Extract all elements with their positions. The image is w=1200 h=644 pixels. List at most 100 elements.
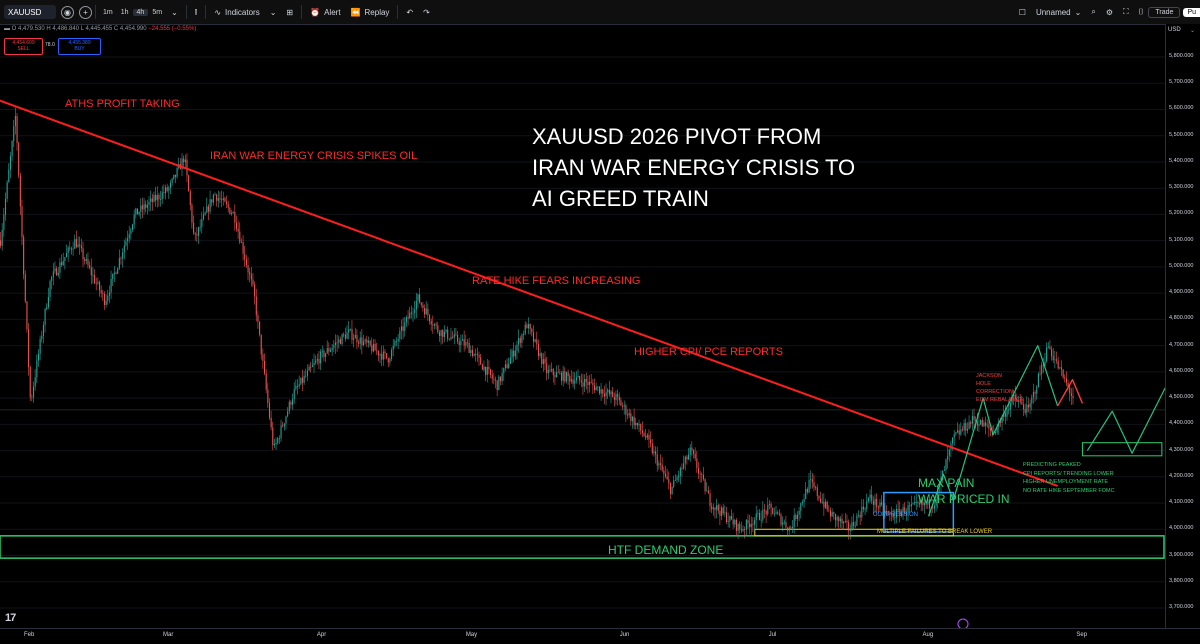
candle-body bbox=[582, 382, 584, 387]
layout-menu[interactable]: Unnamed ⌄ bbox=[1031, 0, 1086, 24]
timeframe-5m[interactable]: 5m bbox=[152, 8, 163, 16]
candle-body bbox=[518, 338, 520, 345]
candle-body bbox=[488, 366, 490, 370]
candle-body bbox=[955, 432, 957, 435]
candle-body bbox=[270, 417, 272, 428]
search-icon[interactable]: ⌕ bbox=[1091, 7, 1096, 16]
checkbox-icon[interactable]: ☐ bbox=[1018, 7, 1026, 17]
candle-body bbox=[189, 191, 191, 206]
candle-body bbox=[171, 178, 173, 183]
candle-body bbox=[310, 366, 312, 368]
symbol-search[interactable]: XAUUSD bbox=[4, 5, 56, 19]
candle-body bbox=[610, 391, 612, 395]
candle-body bbox=[1036, 387, 1038, 394]
replay-button[interactable]: ⏪ Replay bbox=[346, 0, 395, 24]
candle-body bbox=[448, 338, 450, 340]
price-tick: 5,000.000 bbox=[1169, 262, 1194, 269]
camera-icon[interactable]: ⌷ bbox=[1138, 7, 1144, 16]
chevron-down-icon[interactable]: ⌄ bbox=[1190, 28, 1196, 34]
candle-body bbox=[749, 523, 751, 528]
candle-body bbox=[23, 237, 25, 275]
candle-body bbox=[29, 367, 31, 398]
candle-body bbox=[526, 324, 528, 329]
buy-button[interactable]: 4,455.389 BUY bbox=[58, 38, 101, 55]
candle-body bbox=[239, 231, 241, 243]
indicators-button[interactable]: ∿ Indicators bbox=[209, 0, 264, 24]
candle-body bbox=[198, 227, 200, 236]
bar-style-icon[interactable]: ⫾ bbox=[194, 7, 198, 16]
trade-button[interactable]: Trade bbox=[1148, 6, 1181, 18]
label-jackson: JACKSON HOLE CORRECTION EOM REBALANCE bbox=[976, 372, 1023, 404]
candle-body bbox=[315, 360, 317, 363]
redo-icon[interactable]: ↷ bbox=[423, 7, 430, 17]
candle-body bbox=[985, 422, 987, 426]
candle-body bbox=[869, 494, 871, 499]
candle-body bbox=[224, 198, 226, 202]
candle-body bbox=[103, 293, 106, 305]
candle-body bbox=[655, 451, 657, 455]
fullscreen-icon[interactable]: ⛶ bbox=[1122, 7, 1129, 16]
jackson-line-4: EOM REBALANCE bbox=[976, 397, 1024, 403]
candle-body bbox=[945, 459, 947, 471]
plus-icon[interactable]: + bbox=[79, 5, 92, 19]
price-tick: 3,900.000 bbox=[1169, 551, 1194, 558]
time-axis[interactable] bbox=[0, 628, 1200, 644]
price-chart[interactable] bbox=[0, 24, 1165, 628]
chevron-down-icon[interactable]: ⌄ bbox=[171, 7, 178, 17]
eye-icon[interactable]: ◉ bbox=[61, 5, 74, 19]
candle-body bbox=[821, 501, 823, 503]
candle-body bbox=[155, 194, 157, 201]
candle-body bbox=[1057, 360, 1059, 369]
publish-button[interactable]: Pu bbox=[1183, 7, 1200, 17]
candle-body bbox=[1008, 409, 1010, 411]
candle-body bbox=[399, 330, 401, 340]
chevron-down-icon[interactable]: ⌄ bbox=[269, 7, 277, 17]
candle-body bbox=[829, 510, 832, 517]
candle-body bbox=[69, 247, 71, 249]
sell-button[interactable]: 4,454.609 SELL bbox=[4, 38, 43, 55]
settings-icon[interactable]: ⚙ bbox=[1105, 7, 1113, 17]
candle-body bbox=[1013, 394, 1015, 397]
candle-body bbox=[907, 505, 909, 513]
candle-body bbox=[542, 359, 544, 365]
candle-body bbox=[1046, 347, 1048, 362]
candle-body bbox=[666, 476, 668, 480]
title-line-2: IRAN WAR ENERGY CRISIS TO bbox=[532, 155, 856, 180]
label-demand-zone: HTF DEMAND ZONE bbox=[608, 543, 724, 557]
htf-demand-zone bbox=[0, 535, 1165, 559]
timeframe-1m[interactable]: 1m bbox=[103, 8, 113, 16]
timeframe-1h[interactable]: 1h bbox=[120, 8, 129, 16]
candle-body bbox=[551, 369, 553, 371]
candle-body bbox=[862, 506, 865, 510]
candle-body bbox=[457, 334, 459, 342]
candle-body bbox=[14, 116, 16, 127]
timeframe-4h[interactable]: 4h bbox=[132, 8, 149, 16]
candle-body bbox=[272, 427, 274, 446]
currency-label[interactable]: USD bbox=[1168, 27, 1181, 33]
undo-icon[interactable]: ↶ bbox=[406, 7, 414, 17]
candle-body bbox=[981, 419, 983, 427]
candle-body bbox=[379, 354, 381, 356]
candle-body bbox=[513, 350, 515, 357]
price-axis[interactable] bbox=[1165, 24, 1200, 628]
candle-body bbox=[1031, 397, 1033, 404]
price-tick: 5,800.000 bbox=[1169, 53, 1194, 59]
candle-body bbox=[301, 377, 304, 383]
candle-body bbox=[598, 386, 601, 394]
candle-body bbox=[407, 317, 409, 319]
candle-body bbox=[561, 372, 563, 381]
candle-body bbox=[778, 513, 780, 515]
candle-body bbox=[288, 401, 290, 412]
candle-body bbox=[262, 354, 264, 361]
candle-body bbox=[773, 513, 775, 515]
templates-icon[interactable]: ⊞ bbox=[286, 7, 294, 17]
candle-body bbox=[760, 519, 762, 521]
candle-body bbox=[100, 290, 102, 294]
candle-body bbox=[341, 334, 343, 345]
candle-body bbox=[151, 198, 153, 202]
replay-label: Replay bbox=[364, 7, 390, 17]
candle-body bbox=[618, 396, 620, 401]
candle-body bbox=[415, 300, 417, 310]
alert-button[interactable]: ⏰ Alert bbox=[305, 0, 345, 24]
candle-body bbox=[168, 187, 170, 191]
